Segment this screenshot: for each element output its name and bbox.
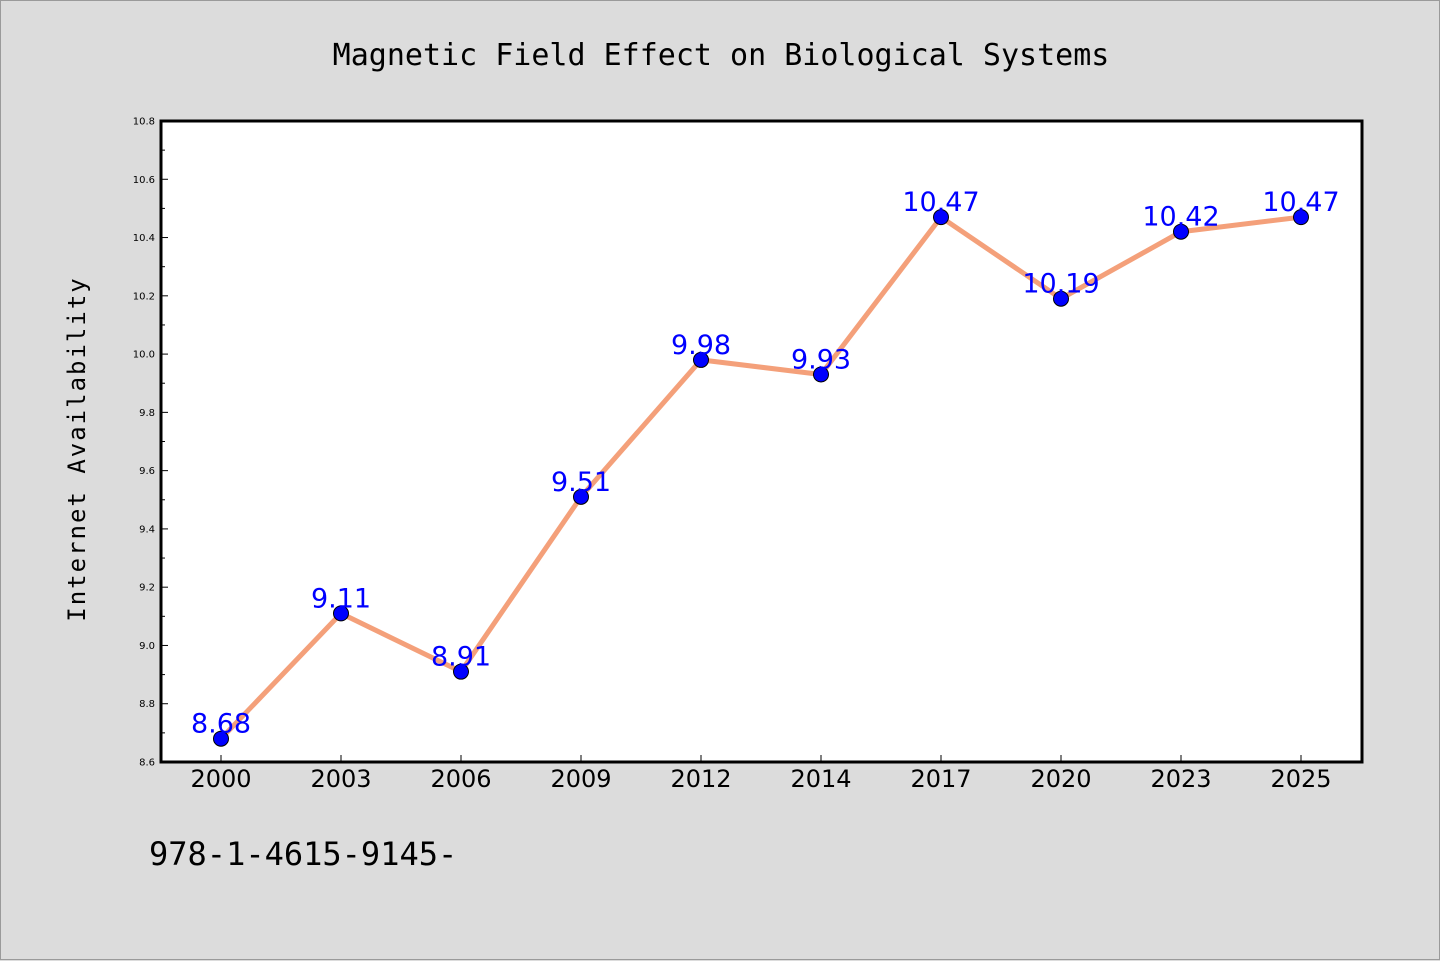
y-tick-label: 9.0 [139,641,155,652]
x-tick-label: 2025 [1270,765,1331,793]
data-label: 10.47 [902,187,979,218]
data-label: 8.91 [431,642,491,673]
data-point [213,730,229,747]
x-axis: 2000 2003 2006 2009 2012 2014 2017 2020 2023 2025 [190,755,1332,793]
data-label: 9.93 [791,344,851,375]
y-tick-label: 10.4 [133,233,155,244]
x-tick-label: 2009 [550,765,611,793]
data-point [933,209,949,226]
x-tick-label: 2012 [670,765,731,793]
x-tick-label: 2003 [310,765,371,793]
x-tick-label: 2020 [1030,765,1091,793]
series-layer: 8.68 9.11 8.91 9.51 9.98 9.93 10.47 10.19 10.42 1… [191,187,1340,747]
data-point [1293,209,1309,226]
data-point [1173,223,1189,240]
data-point [693,351,709,368]
y-tick-label: 9.2 [139,583,155,594]
x-tick-label: 2023 [1150,765,1211,793]
y-tick-label: 10.2 [133,291,155,302]
data-label: 8.68 [191,709,251,740]
data-label: 10.19 [1022,269,1099,300]
y-tick-label: 8.8 [139,699,155,710]
y-tick-label: 9.4 [139,524,155,535]
y-axis-label: Internet Availability [63,276,91,621]
plot-area [159,119,1364,764]
data-point [813,366,829,383]
data-label: 10.42 [1142,202,1219,233]
y-tick-label: 10.0 [133,350,155,361]
y-tick-label: 10.6 [133,175,155,186]
data-label: 9.51 [551,467,611,498]
x-tick-label: 2017 [910,765,971,793]
y-tick-label: 9.6 [139,466,155,477]
y-tick-label: 10.8 [133,117,155,128]
footer-code-text: 978-1-4615-9145- [149,835,457,873]
data-point [333,605,349,622]
x-tick-label: 2014 [790,765,851,793]
data-label: 9.98 [671,330,731,361]
x-tick-label: 2000 [190,765,251,793]
chart-title: Magnetic Field Effect on Biological Syst… [333,38,1110,73]
data-label: 10.47 [1262,187,1339,218]
data-point [1053,290,1069,307]
data-label: 9.11 [311,583,371,614]
y-axis: 8.6 8.8 9.0 9.2 9.4 9.6 9.8 10.0 10.2 10.4 10.6 10.… [133,117,168,769]
y-tick-label: 8.6 [139,758,155,769]
series-line [218,214,1304,742]
y-tick-label: 9.8 [139,408,155,419]
x-tick-label: 2006 [430,765,491,793]
data-point [573,488,589,505]
data-point [453,663,469,680]
